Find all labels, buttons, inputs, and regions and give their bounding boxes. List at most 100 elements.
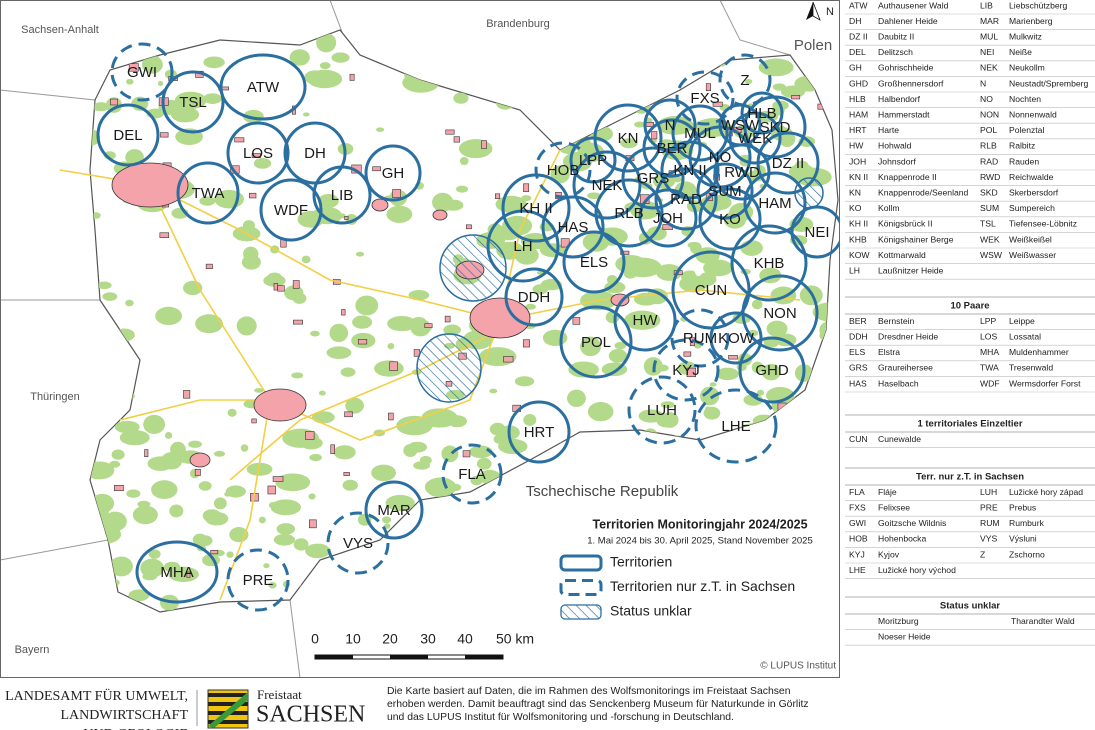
territory-label: WEK [738,130,772,147]
agency-name: LANDESAMT FÜR UMWELT, [5,687,188,704]
footer: LANDESAMT FÜR UMWELT, LANDWIRTSCHAFT UND G… [5,686,809,730]
table-cell: KN II [849,172,868,182]
forest [345,397,364,414]
territory-label: DZ II [772,155,805,172]
territory-circle [613,288,677,352]
forest [679,275,708,293]
territory-label: KN [618,130,639,147]
table-cell: Königshainer Berge [878,234,954,244]
territory-label: SKD [760,119,791,136]
town [344,411,353,418]
table-cell: Hohwald [878,141,912,151]
table-cell: Hammerstadt [878,109,930,119]
table-cell: Lužické hory západ [1009,487,1083,497]
town [234,137,245,143]
forest [514,376,535,387]
territory-circle [486,209,560,283]
forest [489,388,498,394]
territory-label: JOH [653,210,683,227]
territory-label: LPP [579,152,607,169]
table-cell: Noeser Heide [878,631,931,641]
territory-label: LIB [331,187,354,204]
forest [202,509,222,523]
forest [340,367,356,377]
legend-box [560,512,832,630]
neighbor-label: Bayern [15,644,50,656]
table-cell: Weißkeißel [1009,234,1052,244]
territory-label: N [665,117,676,134]
territory-label: LOS [243,145,273,162]
territory-label: RAD [670,191,702,208]
territory-label: GH [382,165,405,182]
state-name: SACHSEN [256,702,365,728]
territory-label: TWA [192,185,225,202]
territory-label: NON [763,305,796,322]
forest [111,449,125,460]
territory-label: GHD [755,362,789,379]
forest [608,349,628,363]
scale-label: 20 [382,631,398,647]
town [205,263,213,269]
town [683,351,692,357]
town [445,129,455,135]
town [392,189,401,198]
forest [756,389,764,396]
forest [521,195,532,202]
credit: © LUPUS Institut [760,661,836,672]
forest [690,242,702,255]
territory-circle [534,141,592,199]
territory-circle [326,511,390,575]
territory-circle [219,53,307,121]
town [114,485,124,492]
territory-circle [638,188,698,248]
territory-label: RUM [683,330,717,347]
table-cell: Weißwasser [1009,250,1056,260]
territory-label: KO [719,211,741,228]
territories [96,42,840,612]
table-cell: Reichwalde [1009,172,1054,182]
table-cell: DZ II [849,31,868,41]
border [289,599,301,678]
table-cell: HLB [849,94,866,104]
town [572,317,581,325]
town [160,132,169,138]
forest [326,346,352,359]
forest [308,493,316,500]
territory-circle [790,205,840,259]
town [620,250,630,255]
scale-segment [315,655,353,659]
territory-label: CUN [695,282,728,299]
territory-label: FXS [690,90,719,107]
forest [268,502,278,509]
forest [155,306,183,326]
territory-circle [259,178,323,242]
table-cell: FXS [849,502,866,512]
town [349,73,355,81]
forest [523,414,537,426]
table-cell: BER [849,316,867,326]
forest [550,165,570,184]
town [273,283,278,291]
town [389,361,398,371]
table-cell: Wermsdorfer Forst [1009,378,1081,388]
state-small: Freistaat [257,687,302,702]
territory-circle [504,267,564,327]
territory-circle [743,95,807,159]
territory-circle [110,42,174,102]
table-cell: Prebus [1009,502,1036,512]
territory-label: LUH [647,402,677,419]
forest [188,440,202,448]
forest [225,485,246,498]
north-arrow [806,2,813,20]
territory-label: RLB [614,205,643,222]
territory-circle [728,111,782,165]
legend-swatch [559,579,603,596]
town [522,339,530,348]
forest [92,102,110,112]
territory-label: ELS [580,254,608,271]
table-cell: LUH [980,487,997,497]
agency-name: UND GEOLOGIE [83,727,188,730]
forest [459,156,469,166]
table-cell: MUL [980,31,998,41]
